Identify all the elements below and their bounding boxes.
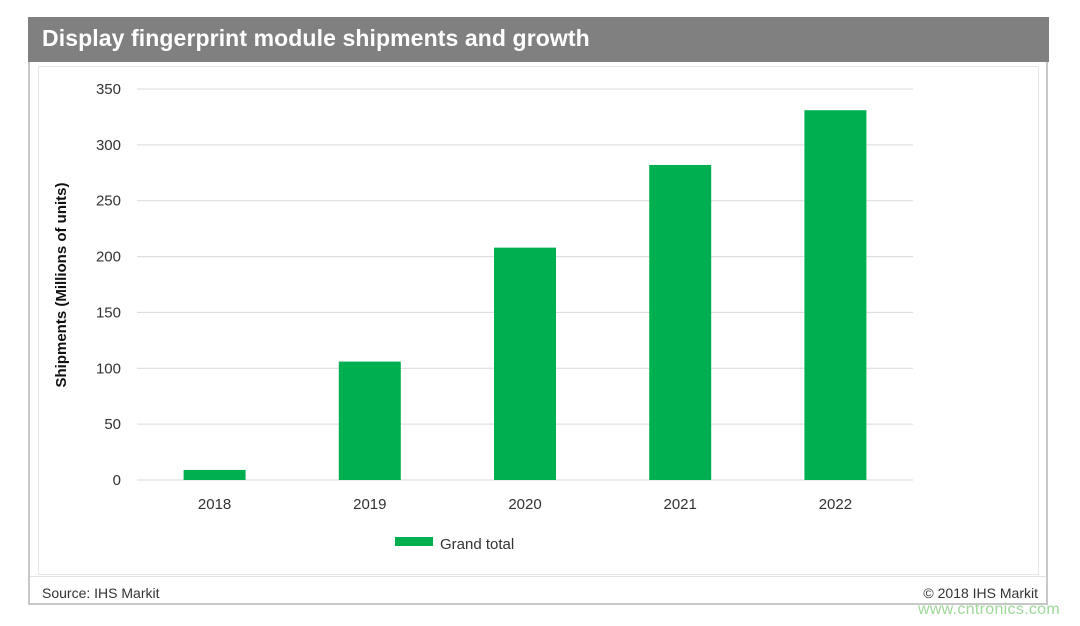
y-axis-label: Shipments (Millions of units): [53, 183, 70, 388]
y-tick-label: 300: [96, 137, 121, 154]
bar-2021: [649, 164, 712, 481]
x-axis-ticks: 2018 2019 2020 2021 2022: [198, 496, 852, 513]
x-tick-label: 2020: [508, 496, 541, 513]
bar-2020: [494, 247, 556, 480]
legend-label-grand-total: Grand total: [440, 536, 514, 553]
bars: [183, 110, 867, 481]
y-axis-ticks: 0 50 100 150 200 250 300 350: [96, 81, 121, 489]
x-tick-label: 2019: [353, 496, 386, 513]
copyright-note: © 2018 IHS Markit: [923, 585, 1038, 601]
bar-2022: [804, 110, 867, 481]
watermark: www.cntronics.com: [917, 601, 1060, 618]
source-note: Source: IHS Markit: [42, 585, 160, 601]
y-tick-label: 150: [96, 304, 121, 321]
chart-header: Display fingerprint module shipments and…: [28, 17, 1049, 62]
x-tick-label: 2018: [198, 496, 231, 513]
chart-title: Display fingerprint module shipments and…: [42, 25, 590, 51]
y-tick-label: 200: [96, 249, 121, 266]
x-tick-label: 2021: [664, 496, 697, 513]
y-tick-label: 250: [96, 193, 121, 210]
legend: Grand total: [395, 536, 514, 553]
bar-2018: [183, 469, 246, 480]
legend-swatch-grand-total: [395, 537, 433, 546]
y-tick-label: 100: [96, 360, 121, 377]
y-tick-label: 50: [104, 416, 121, 433]
footer-divider: [30, 576, 1046, 577]
y-tick-label: 0: [113, 472, 121, 489]
bar-2019: [338, 361, 401, 480]
x-tick-label: 2022: [819, 496, 852, 513]
y-tick-label: 350: [96, 81, 121, 98]
